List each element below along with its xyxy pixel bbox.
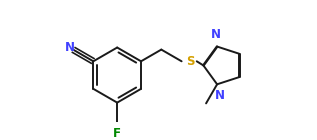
Text: S: S	[186, 55, 195, 68]
Text: F: F	[113, 127, 121, 140]
Text: N: N	[211, 27, 221, 40]
Text: N: N	[215, 89, 225, 102]
Text: N: N	[65, 41, 75, 54]
